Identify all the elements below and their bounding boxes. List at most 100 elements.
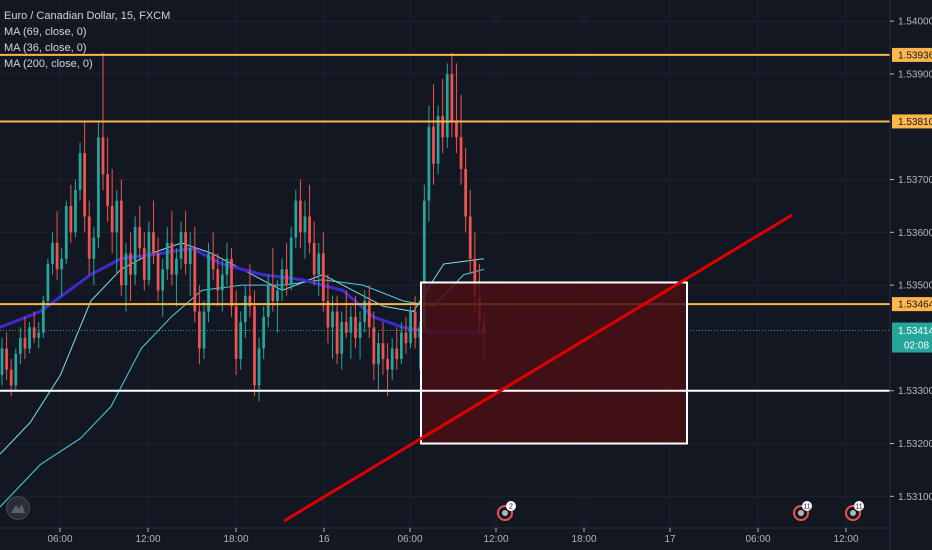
- candle: [32, 311, 36, 344]
- current-price-tag-bg: [892, 322, 932, 353]
- candle-body: [390, 348, 394, 370]
- event-count: 2: [509, 504, 513, 511]
- candle-body: [147, 232, 151, 280]
- candle: [326, 274, 330, 344]
- candle-body: [211, 253, 215, 270]
- candle: [409, 306, 412, 349]
- candle: [445, 63, 449, 148]
- y-tick-label: 1.53100: [898, 492, 932, 503]
- event-marker[interactable]: 2: [497, 501, 516, 521]
- candle-body: [179, 232, 183, 259]
- event-marker[interactable]: 11: [793, 501, 812, 521]
- candle: [436, 105, 440, 175]
- candle: [23, 316, 27, 360]
- countdown-label: 02:08: [904, 341, 929, 352]
- candle-body: [464, 168, 468, 217]
- candle-body: [51, 242, 54, 264]
- candle: [308, 184, 311, 254]
- x-tick-label: 06:00: [47, 534, 72, 545]
- candle: [179, 221, 183, 270]
- candle-body: [441, 116, 445, 138]
- candle-body: [193, 248, 197, 312]
- event-marker[interactable]: 11: [845, 501, 864, 521]
- x-tick-label: 16: [318, 534, 330, 545]
- y-tick-label: 1.53200: [898, 439, 932, 450]
- candle: [395, 327, 399, 370]
- candle-body: [262, 316, 266, 349]
- candle: [46, 258, 50, 307]
- candle: [399, 322, 403, 365]
- candle: [285, 242, 288, 296]
- candle: [74, 179, 77, 238]
- candle: [390, 337, 394, 381]
- candle-body: [427, 126, 431, 201]
- candle: [427, 105, 431, 222]
- candle-body: [0, 348, 4, 375]
- x-tick-label: 12:00: [135, 534, 160, 545]
- candle-body: [170, 242, 174, 275]
- candle: [367, 285, 371, 338]
- candle-body: [363, 300, 367, 323]
- candle-body: [317, 253, 321, 275]
- level-tag-label: 1.53810: [898, 117, 932, 128]
- candle: [335, 295, 339, 365]
- candle: [276, 279, 279, 333]
- candle: [372, 311, 376, 381]
- candle-body: [74, 190, 77, 233]
- y-tick-label: 1.53700: [898, 175, 932, 186]
- candle-body: [133, 227, 137, 275]
- candle: [92, 227, 96, 286]
- candle-body: [129, 253, 132, 275]
- candle: [271, 248, 275, 312]
- x-tick-label: 12:00: [483, 534, 508, 545]
- x-tick-label: 12:00: [833, 534, 858, 545]
- event-badge: [506, 501, 516, 511]
- ma-200-line: [0, 246, 484, 335]
- candle-body: [28, 327, 31, 349]
- candle-body: [276, 290, 279, 301]
- candle-body: [381, 343, 385, 360]
- candle-body: [340, 322, 344, 354]
- candle: [468, 190, 472, 275]
- candle-body: [188, 248, 192, 264]
- candle-body: [386, 359, 389, 370]
- candle: [69, 184, 73, 243]
- candle-body: [432, 126, 435, 164]
- candle-body: [18, 337, 22, 354]
- candle-body: [230, 258, 233, 307]
- candle: [312, 221, 316, 286]
- event-dot: [502, 510, 508, 516]
- candle-body: [124, 253, 128, 286]
- tradingview-logo-icon[interactable]: [6, 496, 30, 520]
- candle-body: [69, 205, 73, 233]
- candle: [106, 137, 109, 222]
- trend-line: [283, 213, 793, 523]
- candle: [459, 95, 463, 185]
- candle-body: [280, 269, 284, 291]
- event-count: 11: [803, 504, 810, 511]
- candle: [432, 84, 435, 185]
- candle-body: [156, 253, 160, 291]
- legend-ma-36: MA (36, close, 0): [4, 42, 87, 54]
- candle-body: [234, 306, 238, 360]
- candle: [156, 237, 160, 301]
- candle: [363, 290, 367, 333]
- legend-symbol: Euro / Canadian Dollar, 15, FXCM: [4, 10, 171, 22]
- candle: [377, 332, 380, 391]
- candle: [170, 211, 174, 286]
- candle-body: [184, 232, 187, 264]
- candle: [262, 306, 266, 360]
- candle-body: [32, 327, 36, 338]
- candle-body: [257, 348, 261, 386]
- candle: [464, 147, 468, 233]
- candle: [87, 200, 91, 275]
- candle-body: [377, 343, 380, 365]
- candle: [175, 248, 178, 307]
- candle-body: [344, 322, 348, 333]
- candle-body: [207, 253, 210, 312]
- x-tick-label: 18:00: [571, 534, 596, 545]
- candle: [119, 179, 123, 296]
- candle-body: [142, 248, 146, 280]
- candle: [124, 242, 128, 312]
